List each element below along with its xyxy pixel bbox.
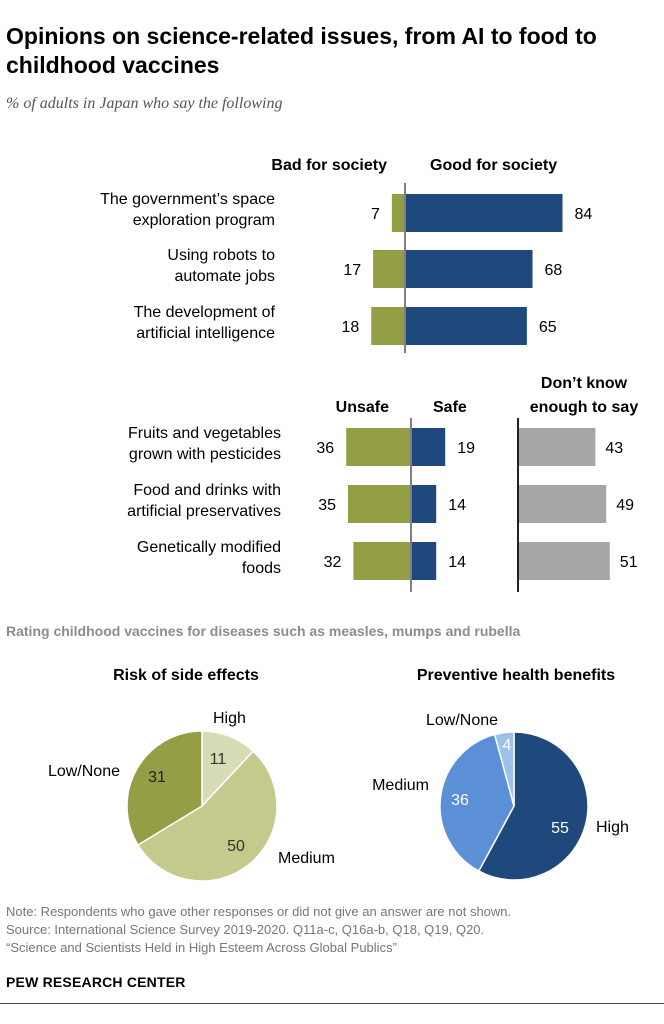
data-label-safe: 14 [448,554,466,571]
data-label-dont-know: 49 [616,497,634,514]
header-good-for-society: Good for society [430,157,557,174]
bottom-divider [0,1003,664,1004]
notes-block: Note: Respondents who gave other respons… [6,903,656,957]
pie-value-label: 31 [148,769,166,786]
bar-dont-know [518,542,610,580]
category-label: foods [242,560,281,577]
pie-category-label: Low/None [48,763,120,780]
pie-value-label: 11 [210,751,227,768]
bar-good-for-society [405,250,533,288]
data-label-unsafe: 36 [316,440,334,457]
category-label: exploration program [133,212,275,229]
bar-bad-for-society [371,307,405,345]
bar-unsafe [346,428,411,466]
data-label-good: 65 [539,319,557,336]
pie-category-label: Low/None [426,712,498,729]
chart-title: Opinions on science-related issues, from… [6,23,597,78]
pie-slice [439,733,515,873]
pie-value-label: 4 [503,737,512,754]
bar-bad-for-society [373,250,405,288]
data-label-bad: 18 [341,319,359,336]
pie-value-label: 55 [551,820,569,837]
pie-slice [493,731,515,807]
data-label-safe: 19 [457,440,475,457]
pie-slice [126,730,203,847]
data-label-unsafe: 32 [324,554,342,571]
header-dont-know: Don’t know [541,375,628,392]
report-title-line: “Science and Scientists Held in High Est… [6,940,397,955]
pie-category-label: High [596,819,629,836]
pie-slice [477,731,589,881]
data-label-dont-know: 51 [620,554,638,571]
category-label: The government’s space [100,191,275,208]
bar-dont-know [518,428,596,466]
pie-category-label: Medium [372,777,429,794]
chart-subtitle: % of adults in Japan who say the followi… [6,95,283,112]
bar-safe [411,542,437,580]
header-bad-for-society: Bad for society [271,157,387,174]
pie-title: Preventive health benefits [417,667,615,684]
bar-safe [411,485,437,523]
category-label: artificial preservatives [127,503,281,520]
data-label-dont-know: 43 [605,440,623,457]
bar-bad-for-society [391,194,405,232]
category-label: Genetically modified [137,539,281,556]
category-label: The development of [134,304,276,321]
data-label-unsafe: 35 [318,497,336,514]
data-label-good: 68 [545,262,563,279]
data-label-good: 84 [575,206,593,223]
pie-title: Risk of side effects [113,667,259,684]
bar-safe [411,428,446,466]
note-line: Note: Respondents who gave other respons… [6,904,512,919]
data-label-bad: 17 [343,262,361,279]
pew-logo-text: PEW RESEARCH CENTER [6,974,186,990]
pie-value-label: 50 [227,838,245,855]
vaccine-section-heading: Rating childhood vaccines for diseases s… [6,623,521,639]
bar-unsafe [353,542,411,580]
header-unsafe: Unsafe [336,399,389,416]
category-label: Using robots to [167,247,275,264]
bar-good-for-society [405,194,563,232]
category-label: Food and drinks with [133,482,281,499]
pie-category-label: High [213,710,246,727]
category-label: artificial intelligence [136,325,275,342]
pie-slice [136,750,278,882]
category-label: grown with pesticides [129,446,281,463]
category-label: automate jobs [174,268,275,285]
pie-value-label: 36 [451,792,469,809]
bar-good-for-society [405,307,527,345]
data-label-safe: 14 [448,497,466,514]
source-line: Source: International Science Survey 201… [6,922,485,937]
pie-category-label: Medium [278,850,335,867]
header-dont-know: enough to say [530,399,639,416]
bar-dont-know [518,485,607,523]
category-label: Fruits and vegetables [128,425,281,442]
bar-unsafe [348,485,411,523]
header-safe: Safe [433,399,467,416]
data-label-bad: 7 [371,206,380,223]
